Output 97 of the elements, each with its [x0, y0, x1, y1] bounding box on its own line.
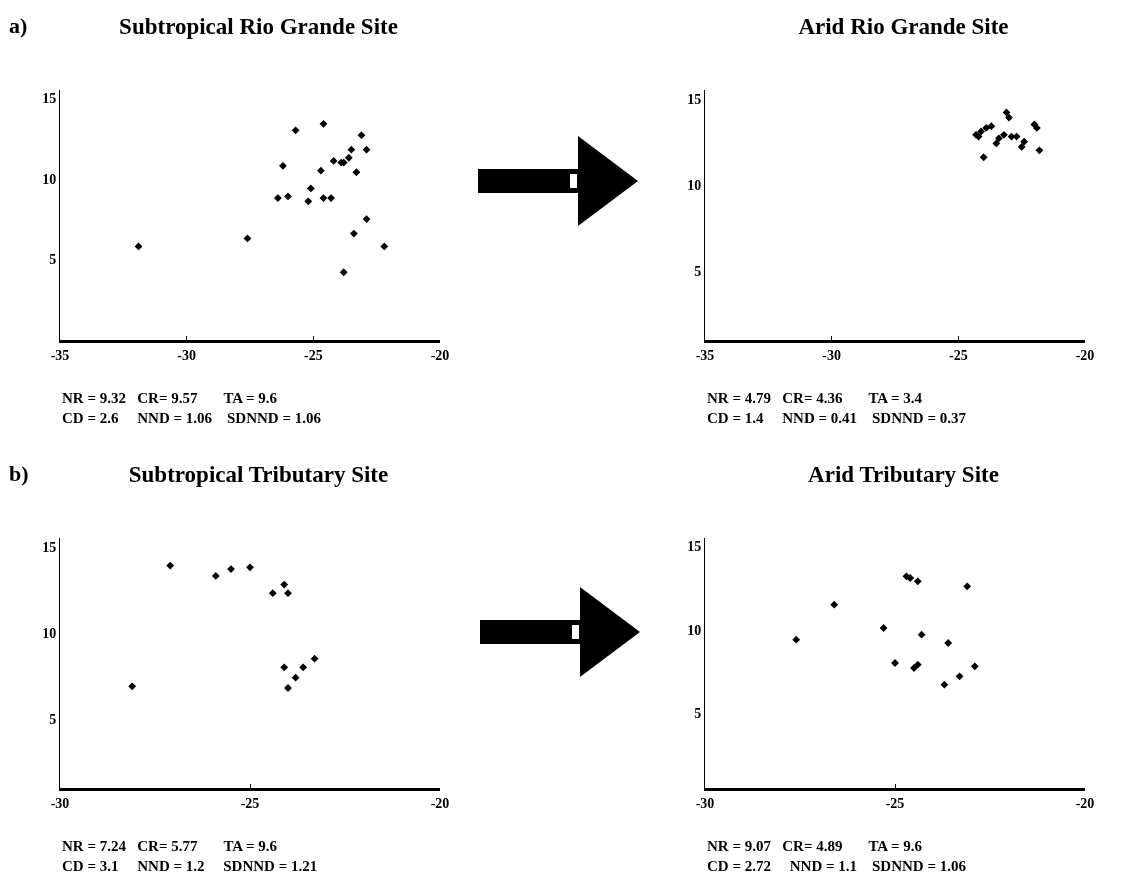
point [977, 127, 986, 136]
point [906, 574, 915, 582]
point [339, 268, 348, 277]
point [982, 124, 991, 132]
text: NR = 7.24 CR= 5.77 TA = 9.6 [62, 838, 278, 854]
point [327, 194, 335, 202]
point [979, 153, 988, 162]
x-tick-label: -20 [430, 347, 450, 363]
y-tick-label: 15 [687, 91, 702, 107]
point [970, 662, 979, 671]
y-tick-label: 5 [694, 263, 702, 279]
point [317, 166, 325, 175]
y-tick-label: 15 [42, 90, 57, 106]
point [273, 194, 282, 202]
x-tick-label: -20 [1075, 347, 1095, 363]
chart-title: Arid Rio Grande Site [798, 13, 1009, 39]
x-tick-label: -35 [50, 347, 70, 363]
point [944, 639, 953, 647]
text: CD = 2.6 NND = 1.06 SDNND = 1.06 [62, 410, 322, 426]
y-tick-label: 10 [42, 625, 57, 641]
point [291, 673, 300, 682]
point [349, 229, 358, 238]
point [284, 589, 292, 598]
x-tick-label: -30 [822, 347, 842, 363]
point [362, 145, 371, 154]
text: CD = 2.72 NND = 1.1 SDNND = 1.06 [707, 858, 967, 874]
x-tick-label: -20 [1075, 795, 1095, 811]
point [879, 624, 888, 632]
point [329, 157, 338, 165]
point [166, 561, 175, 570]
text: NR = 4.79 CR= 4.36 TA = 3.4 [707, 390, 923, 406]
y-tick-label: 15 [687, 539, 702, 555]
point [280, 663, 289, 672]
text: NR = 9.07 CR= 4.89 TA = 9.6 [707, 838, 923, 854]
point [362, 215, 371, 223]
y-tick-label: 5 [49, 711, 57, 727]
point [994, 134, 1003, 143]
x-tick-label: -30 [50, 795, 70, 811]
point [1020, 137, 1029, 146]
point [211, 572, 220, 580]
point [243, 234, 252, 243]
point [304, 197, 313, 206]
point [279, 161, 287, 170]
point [792, 635, 801, 644]
point [268, 589, 277, 598]
point [344, 153, 353, 162]
point [917, 630, 926, 639]
text: NR = 9.32 CR= 9.57 TA = 9.6 [62, 390, 278, 406]
x-tick-label: -20 [430, 795, 450, 811]
point [830, 600, 839, 609]
point [913, 660, 922, 669]
chart-title: Arid Tributary Site [808, 461, 999, 487]
point [291, 126, 300, 135]
point [280, 580, 289, 589]
point [1017, 143, 1026, 151]
point [246, 563, 254, 572]
point [299, 663, 308, 672]
text: CD = 1.4 NND = 0.41 SDNND = 0.37 [707, 410, 967, 426]
point [380, 242, 389, 251]
point [1000, 130, 1008, 139]
point [955, 672, 964, 681]
x-tick-label: -25 [948, 347, 968, 363]
point [1005, 113, 1013, 122]
y-tick-label: 5 [694, 705, 702, 721]
point [987, 122, 996, 131]
point [1032, 124, 1041, 132]
point [913, 577, 922, 586]
text: b) [9, 461, 29, 486]
point [284, 192, 292, 201]
point [306, 184, 315, 193]
point [940, 680, 949, 689]
point [1002, 108, 1011, 117]
point [352, 168, 361, 177]
y-tick-label: 10 [687, 177, 702, 193]
point [357, 131, 366, 140]
x-tick-label: -30 [177, 347, 197, 363]
y-tick-label: 10 [687, 622, 702, 638]
point [963, 582, 972, 591]
x-tick-label: -35 [695, 347, 715, 363]
y-tick-label: 10 [42, 171, 57, 187]
chart-title: Subtropical Tributary Site [128, 461, 389, 487]
x-tick-label: -25 [885, 795, 905, 811]
point [992, 139, 1001, 148]
point [310, 654, 319, 663]
chart-title: Subtropical Rio Grande Site [119, 13, 398, 39]
text: a) [9, 13, 28, 38]
point [347, 145, 356, 154]
text: CD = 3.1 NND = 1.2 SDNND = 1.21 [62, 858, 318, 874]
x-tick-label: -30 [695, 795, 715, 811]
point [1035, 146, 1044, 155]
y-tick-label: 15 [42, 539, 57, 555]
point [319, 119, 328, 128]
point [128, 682, 137, 691]
x-tick-label: -25 [303, 347, 323, 363]
x-tick-label: -25 [240, 795, 260, 811]
y-tick-label: 5 [49, 252, 57, 268]
point [319, 194, 328, 202]
